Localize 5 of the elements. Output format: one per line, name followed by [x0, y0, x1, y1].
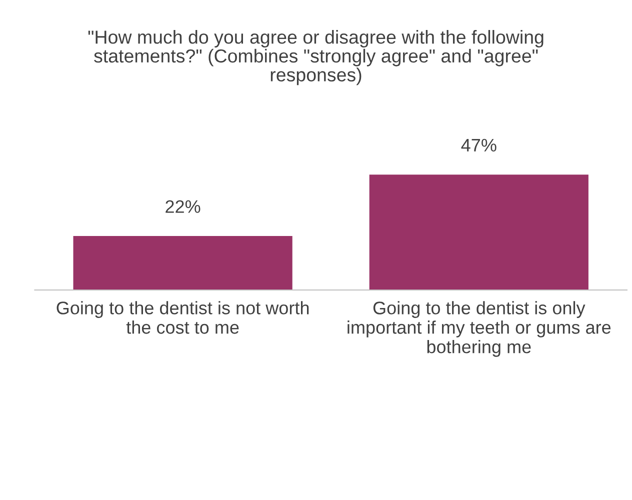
data-label: 47%: [461, 138, 496, 152]
chart-title: "How much do you agree or disagree with the following statements?" (Combines "strongly agree" and "agree" responses): [88, 30, 544, 86]
x-tick-label: Going to the dentist is not worth the cost to me: [56, 301, 309, 334]
data-label: 22%: [166, 200, 200, 213]
x-tick-label: Going to the dentist is only important if my teeth or gums are bothering me: [348, 301, 611, 357]
